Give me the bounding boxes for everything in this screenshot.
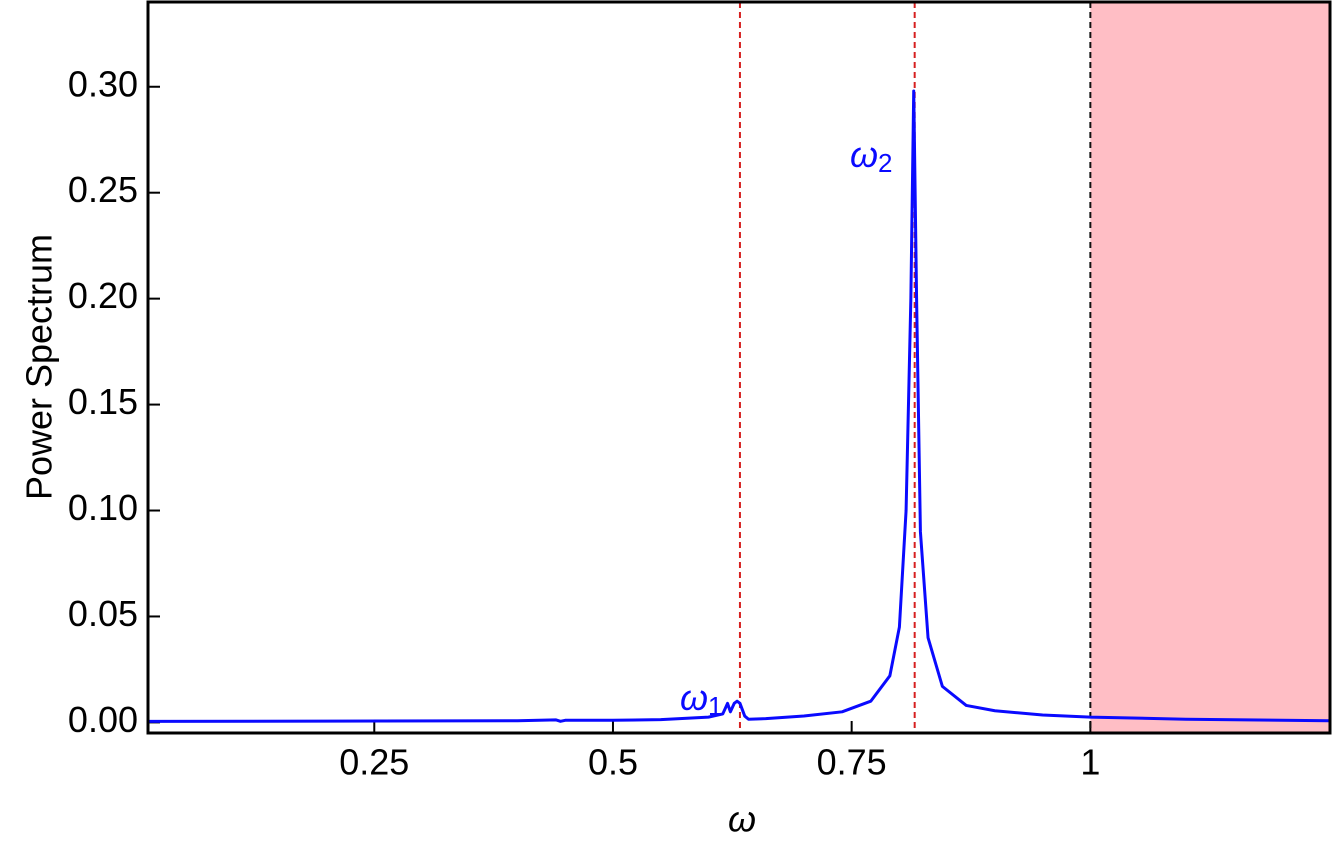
- y-tick-label: 0.05: [68, 593, 138, 634]
- annotation: ω1: [680, 677, 723, 721]
- y-tick-label: 0.10: [68, 487, 138, 528]
- x-tick-label: 0.75: [817, 742, 887, 783]
- spectrum-line: [147, 89, 1330, 723]
- annotation-subscript: 2: [878, 148, 892, 178]
- y-tick-label: 0.25: [68, 169, 138, 210]
- y-tick-label: 0.20: [68, 275, 138, 316]
- x-tick-label: 1: [1080, 742, 1100, 783]
- y-axis-label: Power Spectrum: [19, 234, 60, 500]
- annotation-subscript: 1: [708, 691, 722, 721]
- y-tick-label: 0.30: [68, 63, 138, 104]
- annotation: ω2: [850, 134, 893, 178]
- x-tick-label: 0.5: [588, 742, 638, 783]
- y-tick-label: 0.00: [68, 699, 138, 740]
- annotation-symbol: ω: [680, 677, 708, 718]
- shaded-region: [1090, 2, 1330, 733]
- plot-frame: [146, 0, 1332, 735]
- annotation-symbol: ω: [850, 134, 878, 175]
- y-tick-label: 0.15: [68, 381, 138, 422]
- x-axis-label: ω: [728, 799, 756, 840]
- x-tick-label: 0.25: [339, 742, 409, 783]
